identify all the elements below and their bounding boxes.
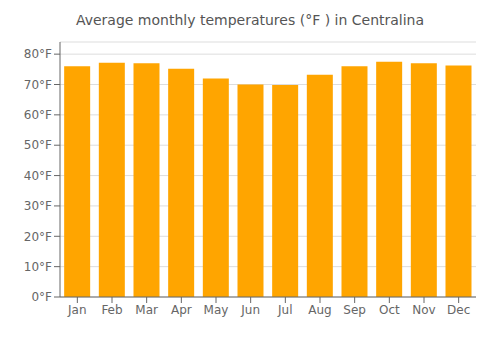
- svg-text:Sep: Sep: [343, 303, 366, 317]
- svg-text:Jun: Jun: [240, 303, 260, 317]
- svg-text:Nov: Nov: [412, 303, 435, 317]
- svg-text:Apr: Apr: [171, 303, 192, 317]
- svg-text:40°F: 40°F: [24, 169, 52, 183]
- svg-text:20°F: 20°F: [24, 230, 52, 244]
- html-text:Average monthly temperatures (: Average monthly temperatures (°F ) in Ce…: [75, 12, 425, 28]
- svg-text:80°F: 80°F: [24, 47, 52, 61]
- svg-text:0°F: 0°F: [31, 290, 52, 304]
- svg-text:10°F: 10°F: [24, 260, 52, 274]
- svg-text:May: May: [204, 303, 229, 317]
- svg-text:50°F: 50°F: [24, 138, 52, 152]
- svg-text:70°F: 70°F: [24, 78, 52, 92]
- svg-text:Jan: Jan: [67, 303, 87, 317]
- svg-text:30°F: 30°F: [24, 199, 52, 213]
- svg-text:Dec: Dec: [447, 303, 470, 317]
- svg-text:Jul: Jul: [277, 303, 292, 317]
- svg-text:60°F: 60°F: [24, 108, 52, 122]
- svg-text:Feb: Feb: [101, 303, 122, 317]
- svg-text:Oct: Oct: [379, 303, 400, 317]
- svg-text:Mar: Mar: [135, 303, 158, 317]
- svg-text:Aug: Aug: [308, 303, 331, 317]
